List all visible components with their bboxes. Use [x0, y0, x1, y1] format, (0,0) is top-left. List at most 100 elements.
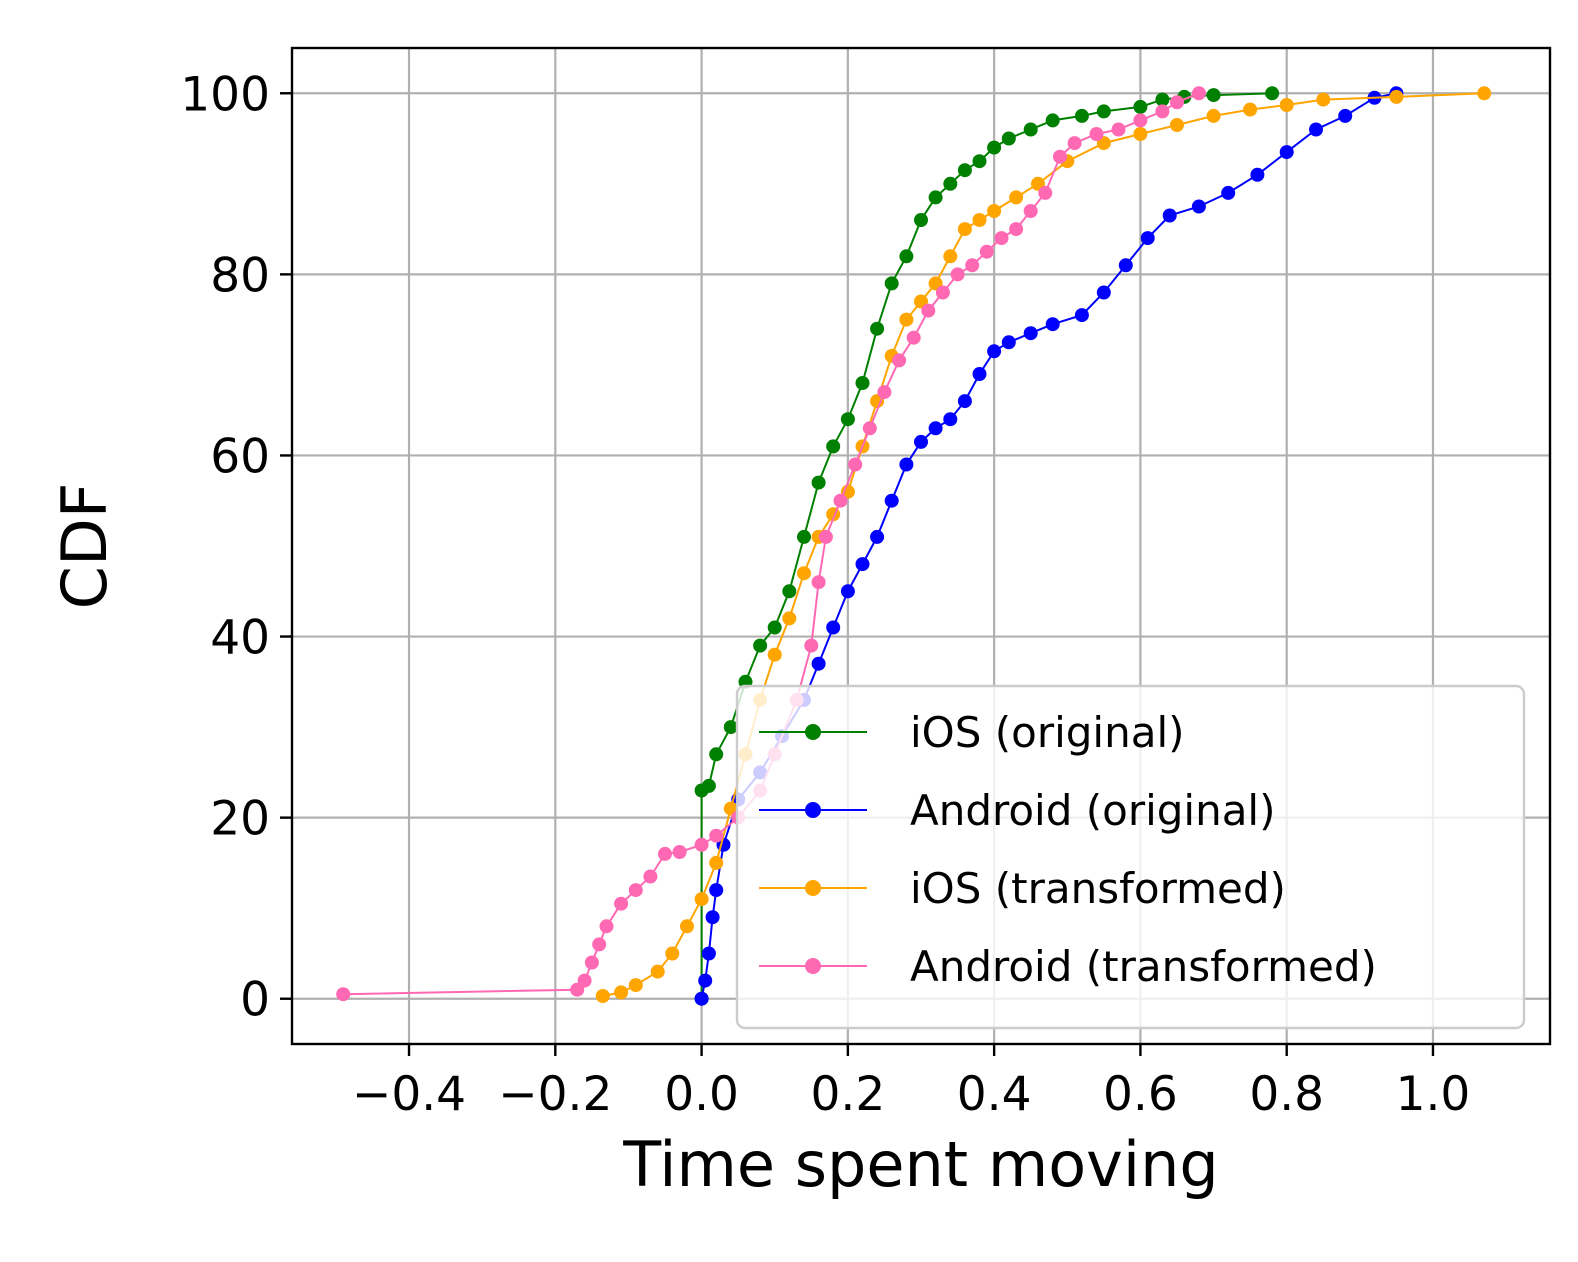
data-point	[1155, 92, 1170, 107]
data-point	[1316, 92, 1331, 107]
series-3	[336, 86, 1206, 1002]
y-axis-label: CDF	[48, 483, 121, 610]
y-tick-label: 60	[210, 429, 270, 484]
y-tick-label: 100	[180, 67, 270, 122]
data-point	[987, 204, 1002, 218]
plot-frame	[290, 46, 1552, 1046]
data-point	[840, 584, 855, 599]
data-point	[1067, 136, 1082, 151]
data-point	[595, 989, 610, 1003]
data-point	[709, 828, 724, 843]
data-point	[972, 213, 987, 227]
data-point	[1023, 122, 1038, 137]
data-point	[928, 190, 943, 205]
data-point	[1038, 185, 1053, 200]
legend-item: iOS (transformed)	[759, 864, 1286, 913]
data-point	[1001, 335, 1016, 350]
data-point	[701, 778, 716, 793]
legend-swatch-marker	[805, 880, 821, 896]
data-point	[1045, 317, 1060, 332]
data-point	[1206, 88, 1221, 103]
data-point	[906, 330, 921, 345]
data-point	[826, 620, 841, 635]
data-point	[599, 919, 614, 934]
data-point	[1170, 95, 1184, 110]
x-tick-label: 1.0	[1396, 1067, 1471, 1122]
y-tick-label: 80	[210, 248, 270, 303]
data-point	[811, 475, 826, 490]
data-point	[884, 493, 899, 508]
data-point	[1074, 108, 1089, 123]
data-point	[987, 140, 1002, 155]
data-point	[957, 222, 972, 237]
data-point	[877, 385, 892, 400]
data-point	[957, 163, 972, 178]
legend: iOS (original) Android (original) iOS (tra…	[735, 684, 1526, 1030]
legend-swatch-marker	[805, 958, 821, 974]
data-point	[899, 249, 914, 264]
data-point	[840, 412, 855, 427]
x-tick-label: 0.2	[810, 1067, 885, 1122]
data-point	[1096, 285, 1111, 300]
data-point	[1118, 258, 1133, 273]
data-point	[870, 321, 885, 336]
data-point	[943, 249, 958, 264]
data-point	[1162, 208, 1177, 223]
data-point	[1191, 86, 1206, 101]
data-point	[1279, 98, 1294, 112]
data-point	[892, 353, 907, 368]
data-point	[1221, 185, 1236, 200]
data-point	[782, 611, 797, 626]
data-point	[1001, 131, 1016, 146]
data-point	[680, 919, 694, 934]
data-point	[658, 846, 672, 861]
data-point	[950, 267, 965, 282]
x-axis-label: Time spent moving	[622, 1128, 1218, 1201]
data-point	[584, 955, 599, 970]
data-point	[1053, 149, 1067, 164]
y-tick-label: 0	[240, 973, 270, 1028]
data-point	[884, 276, 899, 291]
data-point	[899, 312, 914, 327]
data-point	[1309, 122, 1323, 137]
data-point	[701, 946, 716, 961]
data-point	[1155, 104, 1170, 119]
legend-swatch-marker	[805, 724, 821, 740]
data-point	[965, 258, 980, 273]
y-tick-label: 40	[210, 611, 270, 666]
data-point	[672, 845, 687, 859]
data-point	[1089, 127, 1104, 141]
legend-label: iOS (original)	[910, 708, 1185, 757]
data-point	[943, 412, 958, 427]
data-point	[943, 176, 958, 191]
y-tick-label: 20	[210, 792, 270, 847]
data-point	[1279, 145, 1294, 160]
data-point	[914, 434, 928, 449]
data-point	[818, 529, 833, 544]
data-point	[709, 855, 724, 870]
data-point	[957, 394, 972, 409]
data-point	[1096, 104, 1111, 119]
data-point	[665, 946, 680, 961]
data-point	[1243, 102, 1258, 117]
data-point	[987, 344, 1002, 359]
data-point	[804, 638, 819, 653]
data-point	[979, 244, 994, 259]
data-point	[848, 457, 863, 472]
data-point	[862, 421, 877, 436]
data-point	[855, 557, 870, 572]
data-point	[1009, 190, 1024, 205]
legend-label: Android (original)	[910, 786, 1276, 835]
data-point	[811, 575, 826, 590]
data-point	[643, 869, 658, 884]
data-point	[577, 973, 592, 988]
data-point	[1009, 222, 1024, 237]
data-point	[782, 584, 797, 599]
data-point	[614, 896, 629, 911]
data-point	[753, 638, 768, 653]
data-point	[1133, 127, 1148, 141]
series-0	[694, 86, 1280, 1006]
data-point	[899, 457, 914, 472]
